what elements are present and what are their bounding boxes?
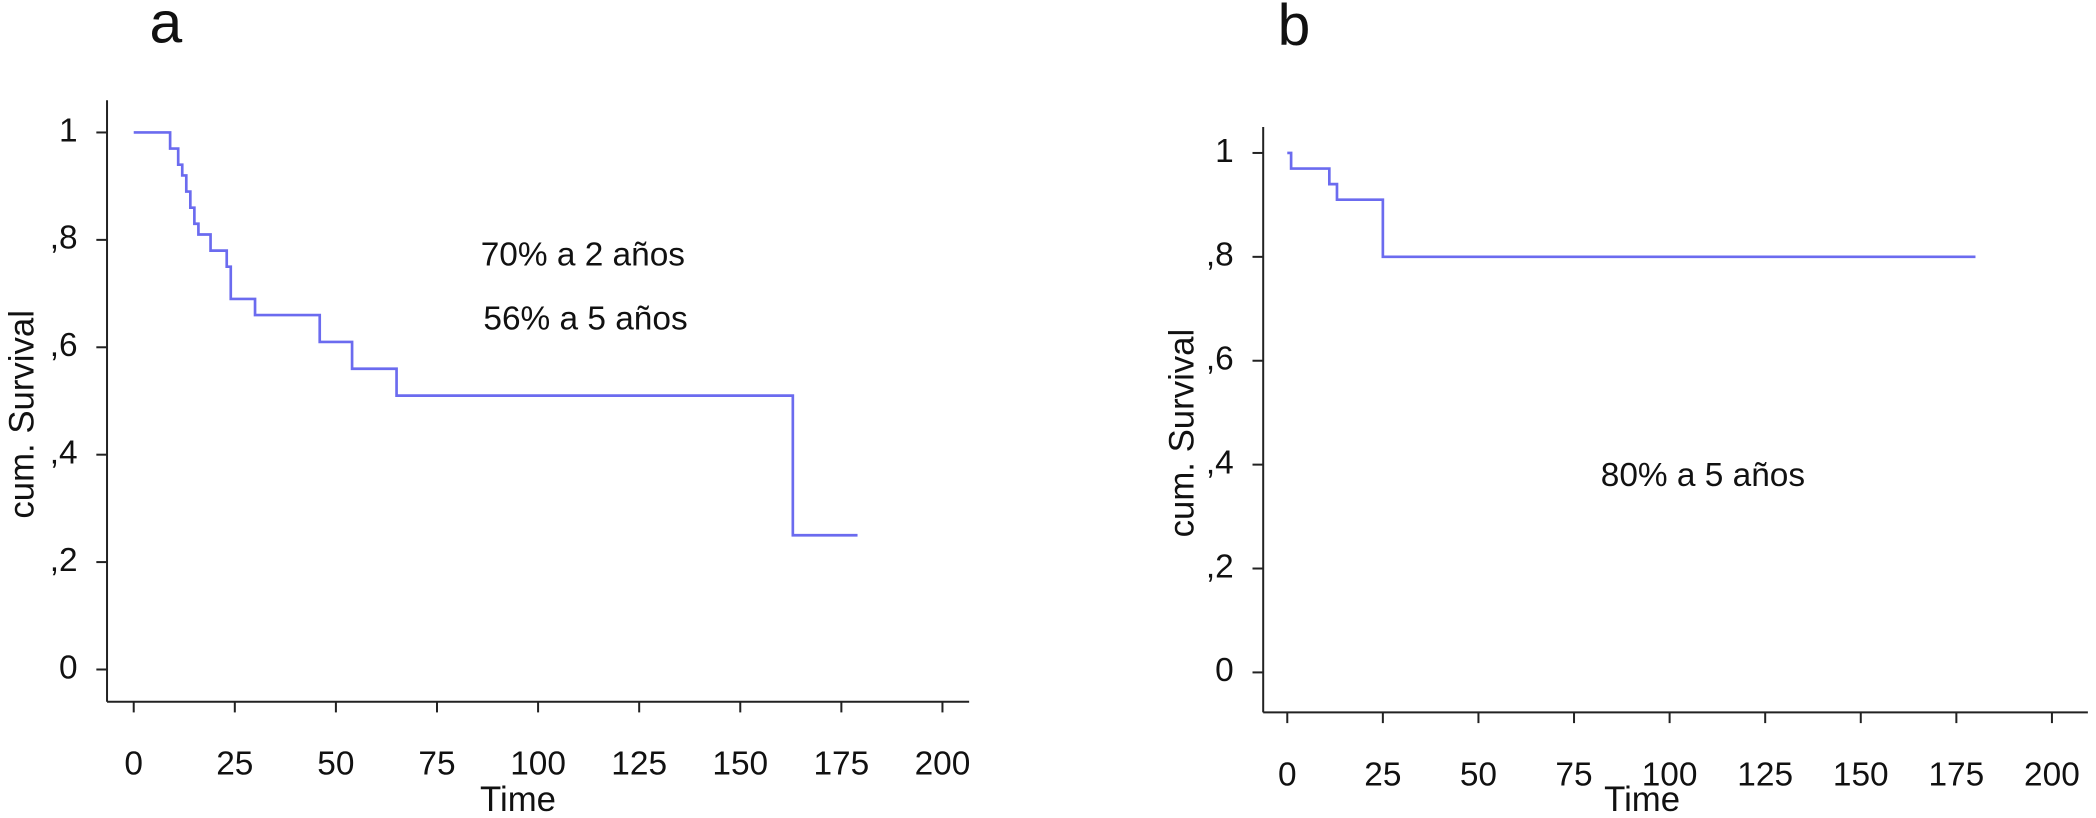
x-tick-label: 125 bbox=[611, 746, 667, 783]
y-tick-label: ,8 bbox=[50, 220, 78, 257]
x-tick-label: 200 bbox=[2024, 756, 2080, 793]
x-tick-label: 75 bbox=[1555, 756, 1592, 793]
x-tick-label: 50 bbox=[317, 746, 354, 783]
panel-label: a bbox=[149, 0, 182, 55]
x-axis-label: Time bbox=[480, 781, 556, 818]
y-tick-label: 1 bbox=[59, 112, 78, 149]
x-tick-label: 75 bbox=[418, 746, 455, 783]
x-axis-label: Time bbox=[1604, 781, 1680, 818]
annotation: 80% a 5 años bbox=[1601, 457, 1805, 494]
y-axis-label: cum. Survival bbox=[3, 310, 41, 519]
x-tick-label: 175 bbox=[813, 746, 869, 783]
y-tick-label: 0 bbox=[1215, 652, 1234, 689]
x-tick-label: 125 bbox=[1737, 756, 1793, 793]
y-tick-label: ,6 bbox=[1206, 341, 1234, 378]
annotation: 70% a 2 años bbox=[481, 236, 685, 273]
y-tick-label: ,4 bbox=[1206, 444, 1234, 481]
y-tick-label: ,4 bbox=[50, 435, 78, 472]
x-tick-label: 175 bbox=[1928, 756, 1984, 793]
x-tick-label: 100 bbox=[510, 746, 566, 783]
x-tick-label: 100 bbox=[1642, 756, 1698, 793]
x-tick-label: 150 bbox=[1833, 756, 1889, 793]
y-tick-label: ,2 bbox=[1206, 548, 1234, 585]
y-tick-label: 0 bbox=[59, 649, 78, 686]
y-tick-label: ,2 bbox=[50, 542, 78, 579]
y-tick-label: 1 bbox=[1215, 133, 1234, 170]
survival-line bbox=[133, 131, 858, 537]
x-tick-label: 150 bbox=[712, 746, 768, 783]
y-tick-label: ,6 bbox=[50, 327, 78, 364]
survival-line bbox=[1287, 151, 1976, 259]
annotation: 56% a 5 años bbox=[483, 301, 687, 338]
y-tick-label: ,8 bbox=[1206, 237, 1234, 274]
x-tick-label: 50 bbox=[1460, 756, 1497, 793]
x-tick-label: 200 bbox=[915, 746, 971, 783]
panel-label: b bbox=[1278, 0, 1311, 58]
x-tick-label: 25 bbox=[216, 746, 253, 783]
x-tick-label: 25 bbox=[1364, 756, 1401, 793]
x-tick-label: 0 bbox=[1278, 756, 1297, 793]
x-tick-label: 0 bbox=[124, 746, 143, 783]
y-axis-label: cum. Survival bbox=[1164, 329, 1202, 538]
